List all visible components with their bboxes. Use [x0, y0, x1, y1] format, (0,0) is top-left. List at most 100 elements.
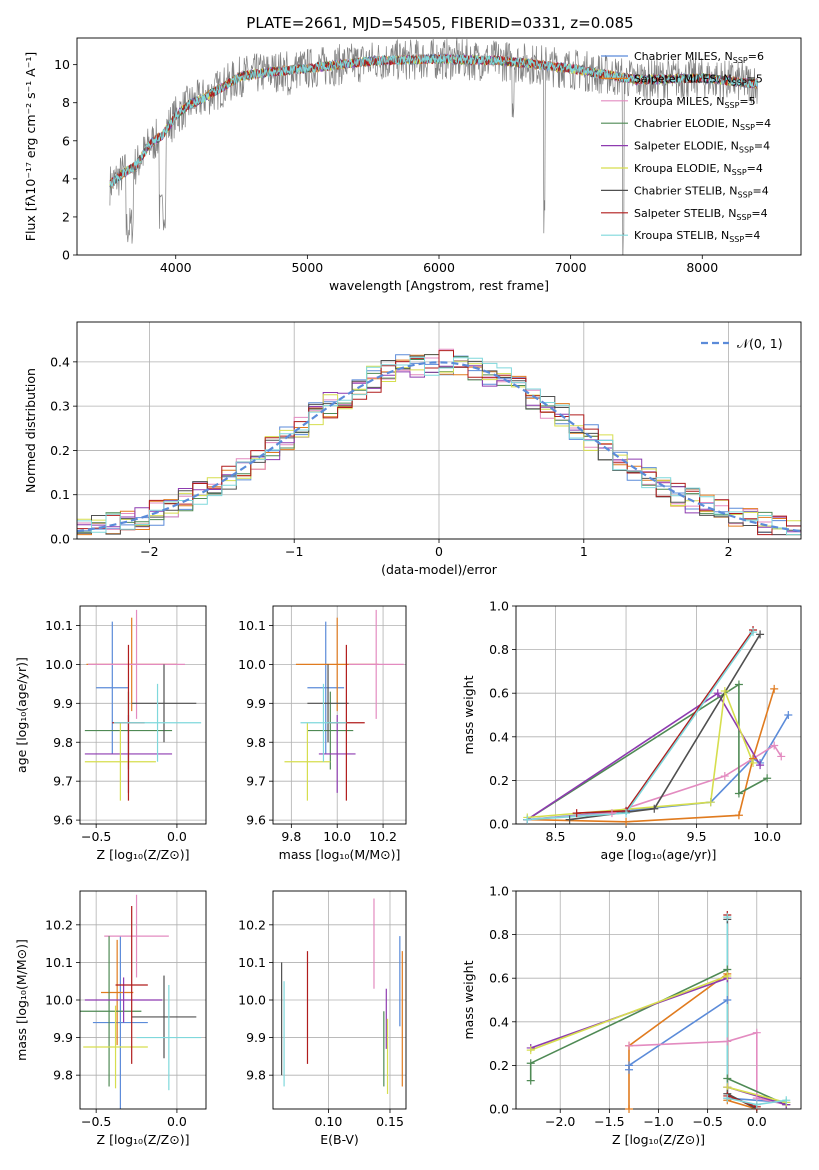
x-axis-label: E(B-V) — [320, 1132, 359, 1147]
y-tick-label: 10.1 — [238, 618, 266, 633]
y-tick-label: 9.8 — [53, 735, 73, 750]
y-tick-label: 0.0 — [489, 1102, 509, 1117]
gaussian-curve — [77, 361, 801, 533]
axes-frame — [79, 890, 207, 1110]
y-tick-label: 0.0 — [489, 817, 509, 832]
weight-marker-salpeter_miles — [625, 1105, 634, 1113]
x-axis-label: wavelength [Angstrom, rest frame] — [329, 278, 549, 293]
y-tick-label: 9.6 — [246, 813, 266, 828]
weight-marker-kroupa_stelib — [723, 913, 732, 922]
weight-marker-salpeter_elodie — [713, 689, 722, 698]
y-axis-label: Normed distribution — [23, 368, 38, 493]
x-tick-label: 4000 — [160, 260, 192, 275]
x-tick-label: −0.5 — [81, 829, 111, 844]
x-tick-label: −2 — [140, 544, 158, 559]
axes-frame — [272, 890, 407, 1110]
plot-area — [80, 894, 202, 1109]
weight-marker-kroupa_miles — [720, 772, 729, 781]
x-tick-label: −0.5 — [692, 1114, 722, 1129]
y-tick-label: 9.7 — [53, 774, 73, 789]
x-tick-label: 0.0 — [167, 1114, 187, 1129]
weight-marker-kroupa_elodie — [720, 687, 729, 696]
x-tick-label: −1.0 — [643, 1114, 673, 1129]
y-tick-label: 4 — [62, 171, 70, 186]
weight-marker-chabrier_elodie — [734, 789, 743, 798]
axes-frame — [272, 605, 407, 825]
weight-marker-kroupa_elodie — [706, 798, 715, 807]
weight-marker-kroupa_elodie — [723, 972, 732, 981]
histogram-kroupa_stelib — [77, 356, 801, 536]
y-tick-label: 9.7 — [246, 774, 266, 789]
y-axis-label: Flux [fλ10⁻¹⁷ erg cm⁻² s⁻¹ A⁻¹] — [23, 52, 38, 241]
x-tick-label: −1 — [285, 544, 303, 559]
x-tick-label: 0 — [435, 544, 443, 559]
x-tick-label: 10.0 — [323, 829, 351, 844]
panel-mass_vs_Z: −0.5 0.0 9.8 9.9 10.0 10.1 10.2 Z [log₁₀(Z/Z⊙)]… — [14, 890, 207, 1147]
y-tick-label: 8 — [62, 95, 70, 110]
weight-marker-kroupa_miles — [625, 1041, 634, 1050]
figure-title: PLATE=2661, MJD=54505, FIBERID=0331, z=0… — [246, 14, 633, 32]
x-axis-label: age [log₁₀(age/yr)] — [601, 847, 717, 862]
weight-line-chabrier_elodie — [526, 683, 768, 821]
legend-entry: Kroupa MILES, NSSP=5 — [634, 95, 756, 110]
weight-marker-kroupa_stelib — [622, 809, 631, 818]
x-tick-label: 0.10 — [314, 1114, 342, 1129]
y-tick-label: 0.2 — [50, 443, 70, 458]
weight-marker-kroupa_miles — [770, 741, 779, 750]
weight-marker-salpeter_miles — [622, 817, 631, 826]
y-tick-label: 10.2 — [238, 917, 266, 932]
legend-entry: Salpeter MILES, NSSP=5 — [634, 72, 763, 87]
x-tick-label: −0.5 — [81, 1114, 111, 1129]
plot-area — [284, 609, 404, 801]
weight-marker-kroupa_stelib — [782, 1096, 791, 1105]
weight-marker-chabrier_stelib — [756, 630, 765, 639]
panel-weight_vs_age: 8.5 9.0 9.5 10.0 0.0 0.2 0.4 0.6 0.8 1.0 age [log₁… — [461, 599, 802, 862]
y-tick-label: 0.4 — [489, 729, 509, 744]
x-tick-label: 0.15 — [376, 1114, 404, 1129]
x-tick-label: 0.0 — [167, 829, 187, 844]
model-spectrum-kroupa_stelib — [109, 54, 758, 187]
x-tick-label: 1 — [580, 544, 588, 559]
y-tick-label: 0.0 — [50, 532, 70, 547]
weight-marker-kroupa_elodie — [526, 1046, 535, 1055]
x-tick-label: 7000 — [555, 260, 587, 275]
x-tick-label: −2.0 — [545, 1114, 575, 1129]
y-tick-label: 0.8 — [489, 927, 509, 942]
weight-marker-kroupa_stelib — [723, 1094, 732, 1103]
y-tick-label: 0.4 — [50, 354, 70, 369]
x-tick-label: 10.2 — [369, 829, 397, 844]
x-tick-label: 0.0 — [747, 1114, 767, 1129]
axes-frame — [76, 321, 802, 540]
weight-line-salpeter_stelib — [726, 915, 758, 1108]
weight-marker-kroupa_miles — [607, 809, 616, 818]
x-tick-label: 9.0 — [616, 829, 636, 844]
legend-entry: Kroupa ELODIE, NSSP=4 — [634, 162, 763, 177]
plot-area — [84, 609, 202, 801]
y-tick-label: 0.8 — [489, 642, 509, 657]
legend-entry: Kroupa STELIB, NSSP=4 — [634, 229, 760, 244]
weight-marker-chabrier_miles — [784, 711, 793, 719]
x-tick-label: 8.5 — [546, 829, 566, 844]
weight-marker-chabrier_elodie — [763, 774, 772, 783]
y-tick-label: 0.2 — [489, 773, 509, 788]
y-tick-label: 9.9 — [246, 1030, 266, 1045]
weight-marker-kroupa_miles — [752, 1028, 761, 1037]
plot-area — [77, 348, 801, 536]
plot-area — [281, 898, 403, 1094]
weight-marker-chabrier_elodie — [734, 680, 743, 689]
y-tick-label: 10 — [54, 57, 70, 72]
observed-spectrum-line — [109, 38, 758, 255]
histogram-salpeter_stelib — [77, 350, 801, 536]
x-tick-label: 10.0 — [753, 829, 781, 844]
panel-age_vs_mass: 9.8 10.0 10.2 9.6 9.7 9.8 9.9 10.0 10.1 mass [log… — [238, 605, 407, 862]
weight-marker-kroupa_stelib — [749, 628, 758, 637]
weight-line-salpeter_elodie — [526, 692, 761, 821]
weight-marker-kroupa_elodie — [749, 758, 758, 767]
axes-frame — [76, 37, 802, 256]
x-tick-label: −1.5 — [594, 1114, 624, 1129]
axes-frame — [515, 605, 802, 825]
panel-weight_vs_Z: −2.0 −1.5 −1.0 −0.5 0.0 0.0 0.2 0.4 0.6 0.8 1.0 Z [… — [461, 884, 802, 1147]
y-tick-label: 0.3 — [50, 399, 70, 414]
weight-marker-chabrier_elodie — [526, 1076, 535, 1085]
